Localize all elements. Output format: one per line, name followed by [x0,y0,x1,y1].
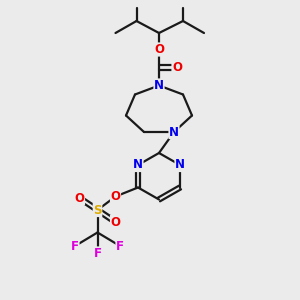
Text: O: O [74,191,85,205]
Text: F: F [116,239,124,253]
Text: F: F [71,239,79,253]
Text: N: N [175,158,185,172]
Text: N: N [133,158,143,172]
Text: S: S [93,203,102,217]
Text: N: N [169,125,179,139]
Text: F: F [94,247,101,260]
Text: O: O [110,190,121,203]
Text: O: O [172,61,182,74]
Text: O: O [154,43,164,56]
Text: O: O [110,215,121,229]
Text: N: N [154,79,164,92]
